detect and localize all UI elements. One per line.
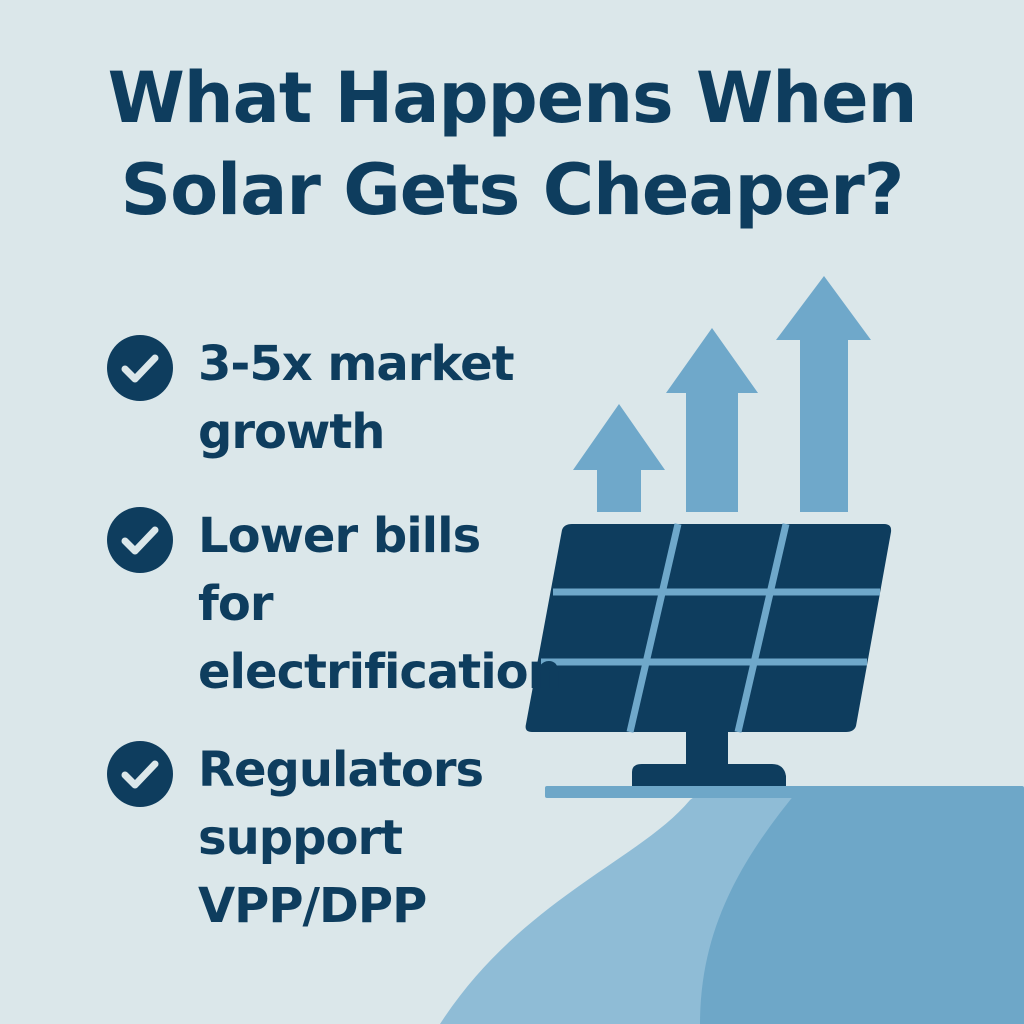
- check-circle-icon: [107, 507, 173, 573]
- title-line-2: Solar Gets Cheaper?: [120, 149, 905, 231]
- ground-line: [545, 786, 1024, 798]
- title-line-1: What Happens When: [107, 57, 918, 139]
- page-title: What Happens When Solar Gets Cheaper?: [0, 52, 1024, 236]
- benefit-line: VPP/DPP: [198, 878, 427, 934]
- benefit-text: 3-5x market growth: [198, 330, 558, 466]
- benefit-line: growth: [198, 404, 385, 460]
- check-circle-icon: [107, 741, 173, 807]
- hill-dark: [700, 788, 1024, 1024]
- benefit-line: Regulators: [198, 742, 484, 798]
- arrow-up-icon: [776, 276, 871, 512]
- arrow-up-icon: [573, 404, 665, 512]
- benefit-line: for: [198, 576, 274, 632]
- arrow-up-icon: [666, 328, 758, 512]
- solar-panel-icon: [525, 523, 892, 786]
- benefit-line: Lower bills: [198, 508, 481, 564]
- benefit-text: Regulators support VPP/DPP: [198, 736, 558, 940]
- benefit-text: Lower bills for electrification: [198, 502, 562, 706]
- benefit-line: electrification: [198, 644, 562, 700]
- benefit-line: 3-5x market: [198, 336, 515, 392]
- check-circle-icon: [107, 335, 173, 401]
- benefit-line: support: [198, 810, 403, 866]
